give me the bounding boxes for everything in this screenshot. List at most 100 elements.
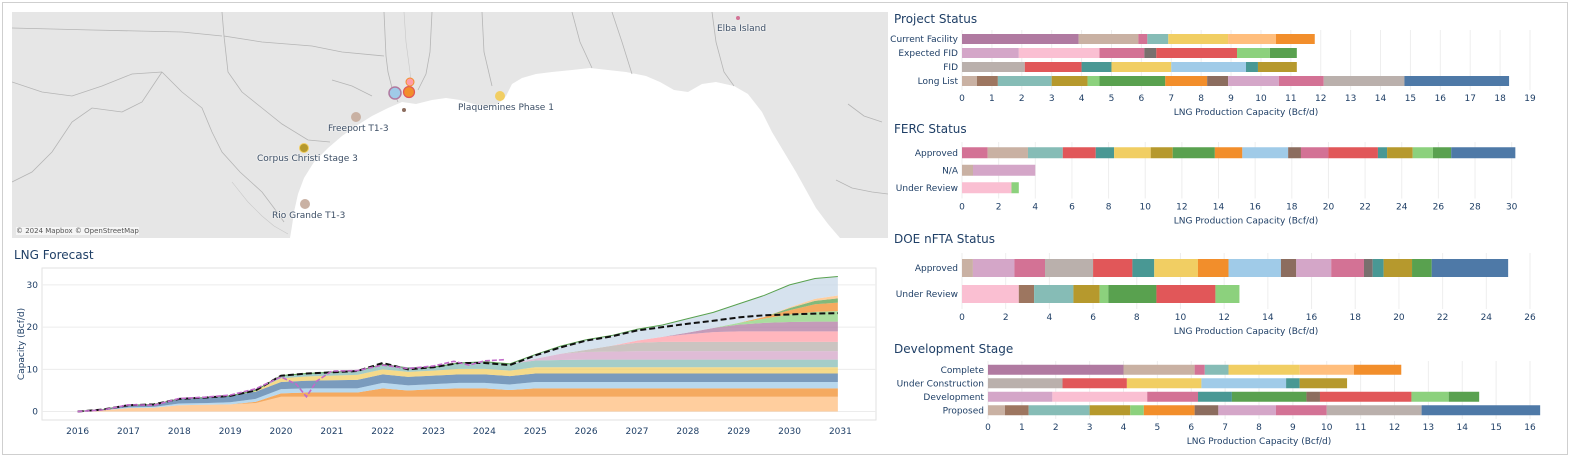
bar-segment[interactable] [1147,34,1169,44]
bar-segment[interactable] [1099,48,1145,58]
area-layer[interactable] [77,351,838,412]
bar-segment[interactable] [1275,405,1327,416]
bar-segment[interactable] [1326,405,1422,416]
bar-segment[interactable] [1165,76,1208,86]
bar-segment[interactable] [1078,34,1139,44]
bar-segment[interactable] [1323,76,1405,86]
bar-segment[interactable] [1147,391,1199,402]
bar-segment[interactable] [1132,259,1155,277]
bar-segment[interactable] [1126,378,1202,389]
bar-segment[interactable] [962,182,1012,194]
bar-segment[interactable] [962,48,1019,58]
bar-segment[interactable] [972,164,1036,176]
bar-segment[interactable] [1421,405,1541,416]
bar-segment[interactable] [1257,62,1297,72]
bar-segment[interactable] [1089,405,1131,416]
bar-segment[interactable] [1018,48,1100,58]
bar-segment[interactable] [1095,147,1115,159]
bar-segment[interactable] [1215,285,1240,303]
bar-segment[interactable] [1451,147,1516,159]
marker-rio-grande[interactable] [300,199,310,209]
bar-segment[interactable] [1123,364,1195,375]
marker-cameron-b[interactable] [402,85,416,99]
bar-segment[interactable] [1269,48,1297,58]
bar-segment[interactable] [1087,76,1100,86]
bar-segment[interactable] [1114,147,1151,159]
bar-segment[interactable] [1331,259,1364,277]
marker-elba-island[interactable] [736,16,740,20]
bar-segment[interactable] [1011,182,1019,194]
bar-segment[interactable] [1411,391,1449,402]
area-layer[interactable] [77,331,838,412]
bar-segment[interactable] [1412,259,1432,277]
bar-segment[interactable] [1372,259,1384,277]
bar-segment[interactable] [1218,405,1276,416]
bar-segment[interactable] [962,62,1025,72]
bar-segment[interactable] [1319,391,1412,402]
bar-segment[interactable] [962,259,973,277]
bar-segment[interactable] [997,76,1052,86]
bar-segment[interactable] [1387,147,1413,159]
bar-segment[interactable] [972,259,1015,277]
bar-segment[interactable] [1286,378,1300,389]
lng-map[interactable]: Elba Island Plaquemines Phase 1 Freeport… [12,12,888,238]
bar-segment[interactable] [1228,259,1281,277]
bar-segment[interactable] [1051,76,1088,86]
bar-segment[interactable] [988,378,1063,389]
bar-segment[interactable] [988,391,1053,402]
bar-segment[interactable] [1228,34,1276,44]
bar-segment[interactable] [1288,147,1301,159]
bar-segment[interactable] [1404,76,1510,86]
bar-segment[interactable] [1156,48,1238,58]
bar-segment[interactable] [1073,285,1100,303]
bar-segment[interactable] [1111,62,1172,72]
bar-segment[interactable] [962,285,1019,303]
bar-segment[interactable] [1052,391,1148,402]
bar-segment[interactable] [1027,147,1063,159]
bar-segment[interactable] [1214,147,1243,159]
bar-segment[interactable] [1194,405,1219,416]
bar-segment[interactable] [1432,147,1452,159]
bar-segment[interactable] [1231,391,1307,402]
bar-segment[interactable] [1296,259,1332,277]
bar-segment[interactable] [1300,147,1329,159]
bar-segment[interactable] [988,405,1005,416]
bar-segment[interactable] [1228,76,1279,86]
bar-segment[interactable] [1062,147,1096,159]
bar-segment[interactable] [1201,378,1287,389]
bar-segment[interactable] [1172,147,1215,159]
bar-segment[interactable] [1045,259,1094,277]
bar-segment[interactable] [976,76,998,86]
bar-segment[interactable] [1099,76,1166,86]
bar-segment[interactable] [1204,364,1229,375]
bar-segment[interactable] [1353,364,1402,375]
bar-segment[interactable] [1130,405,1144,416]
area-layer[interactable] [77,321,838,412]
marker-corpus-christi[interactable] [299,143,309,153]
bar-segment[interactable] [1280,259,1297,277]
bar-segment[interactable] [962,147,988,159]
bar-segment[interactable] [1108,285,1157,303]
bar-segment[interactable] [1144,48,1157,58]
bar-segment[interactable] [1278,76,1324,86]
bar-segment[interactable] [988,364,1124,375]
bar-segment[interactable] [1143,405,1195,416]
bar-segment[interactable] [1028,405,1090,416]
bar-segment[interactable] [1299,364,1354,375]
bar-segment[interactable] [1275,34,1315,44]
bar-segment[interactable] [1018,285,1035,303]
bar-segment[interactable] [1034,285,1074,303]
bar-segment[interactable] [1299,378,1348,389]
area-layer[interactable] [77,382,838,412]
bar-segment[interactable] [1207,76,1229,86]
bar-segment[interactable] [1081,62,1112,72]
area-layer[interactable] [77,388,838,412]
bar-segment[interactable] [1246,62,1258,72]
bar-segment[interactable] [1242,147,1289,159]
actual-exports-line[interactable] [77,358,505,413]
bar-segment[interactable] [1014,259,1046,277]
bar-segment[interactable] [1306,391,1320,402]
marker-plaquemines[interactable] [495,91,505,101]
